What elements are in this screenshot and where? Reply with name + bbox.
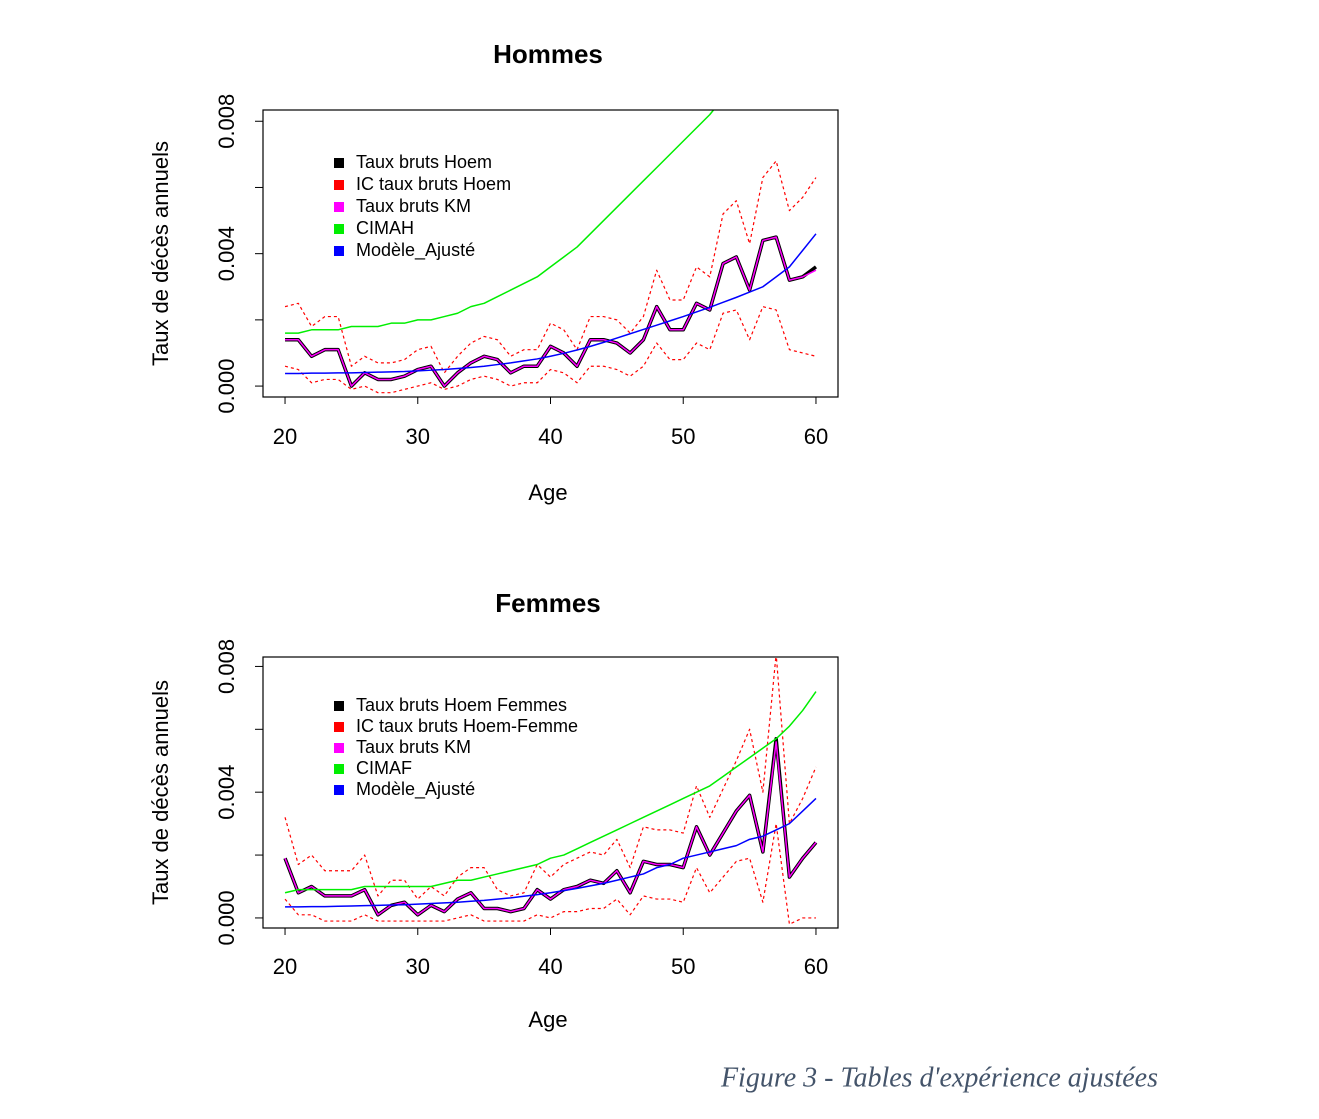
x-tick-label: 60 (804, 954, 828, 979)
x-axis-label: Age (528, 480, 567, 505)
legend-swatch (334, 202, 344, 212)
plot-frame (262, 109, 839, 398)
series-line (284, 306, 817, 394)
legend-swatch (334, 785, 344, 795)
legend-swatch (334, 246, 344, 256)
legend-swatch (334, 224, 344, 234)
legend-swatch (334, 180, 344, 190)
figure-caption: Figure 3 - Tables d'expérience ajustées (720, 1062, 1158, 1093)
y-tick-label: 0.004 (214, 765, 239, 820)
x-axis-label: Age (528, 1007, 567, 1032)
y-axis-label: Taux de décès annuels (148, 141, 173, 366)
plot-frame (262, 656, 839, 929)
legend-label: Taux bruts KM (356, 737, 471, 757)
x-tick-label: 20 (273, 424, 297, 449)
x-tick-label: 60 (804, 424, 828, 449)
y-tick-label: 0.000 (214, 890, 239, 945)
series-line (284, 691, 817, 894)
legend-swatch (334, 158, 344, 168)
legend-label: Taux bruts KM (356, 196, 471, 216)
legend-swatch (334, 701, 344, 711)
legend-label: IC taux bruts Hoem-Femme (356, 716, 578, 736)
legend-swatch (334, 743, 344, 753)
y-axis-label: Taux de décès annuels (148, 680, 173, 905)
series-line (284, 741, 817, 916)
y-tick-label: 0.004 (214, 226, 239, 281)
legend-label: IC taux bruts Hoem (356, 174, 511, 194)
series-line (285, 110, 715, 334)
series-line (285, 233, 817, 375)
y-tick-label: 0.000 (214, 359, 239, 414)
x-tick-label: 50 (671, 954, 695, 979)
x-tick-label: 40 (538, 424, 562, 449)
y-tick-label: 0.008 (214, 639, 239, 694)
series-line (284, 657, 817, 900)
chart-title: Femmes (495, 588, 601, 618)
legend-swatch (334, 764, 344, 774)
series-line (284, 160, 817, 374)
x-tick-label: 40 (538, 954, 562, 979)
legend-label: CIMAH (356, 218, 414, 238)
x-tick-label: 50 (671, 424, 695, 449)
x-tick-label: 30 (406, 954, 430, 979)
series-line (284, 823, 816, 925)
legend-label: Taux bruts Hoem Femmes (356, 695, 567, 715)
legend-label: CIMAF (356, 758, 412, 778)
legend-label: Modèle_Ajusté (356, 240, 475, 261)
legend-label: Modèle_Ajusté (356, 779, 475, 800)
series-line (285, 797, 817, 908)
legend-label: Taux bruts Hoem (356, 152, 492, 172)
series-line (285, 236, 817, 387)
plot-area (283, 657, 818, 925)
plot-area (284, 110, 818, 394)
x-tick-label: 30 (406, 424, 430, 449)
chart-title: Hommes (493, 39, 603, 69)
x-tick-label: 20 (273, 954, 297, 979)
y-tick-label: 0.008 (214, 94, 239, 149)
legend-swatch (334, 722, 344, 732)
